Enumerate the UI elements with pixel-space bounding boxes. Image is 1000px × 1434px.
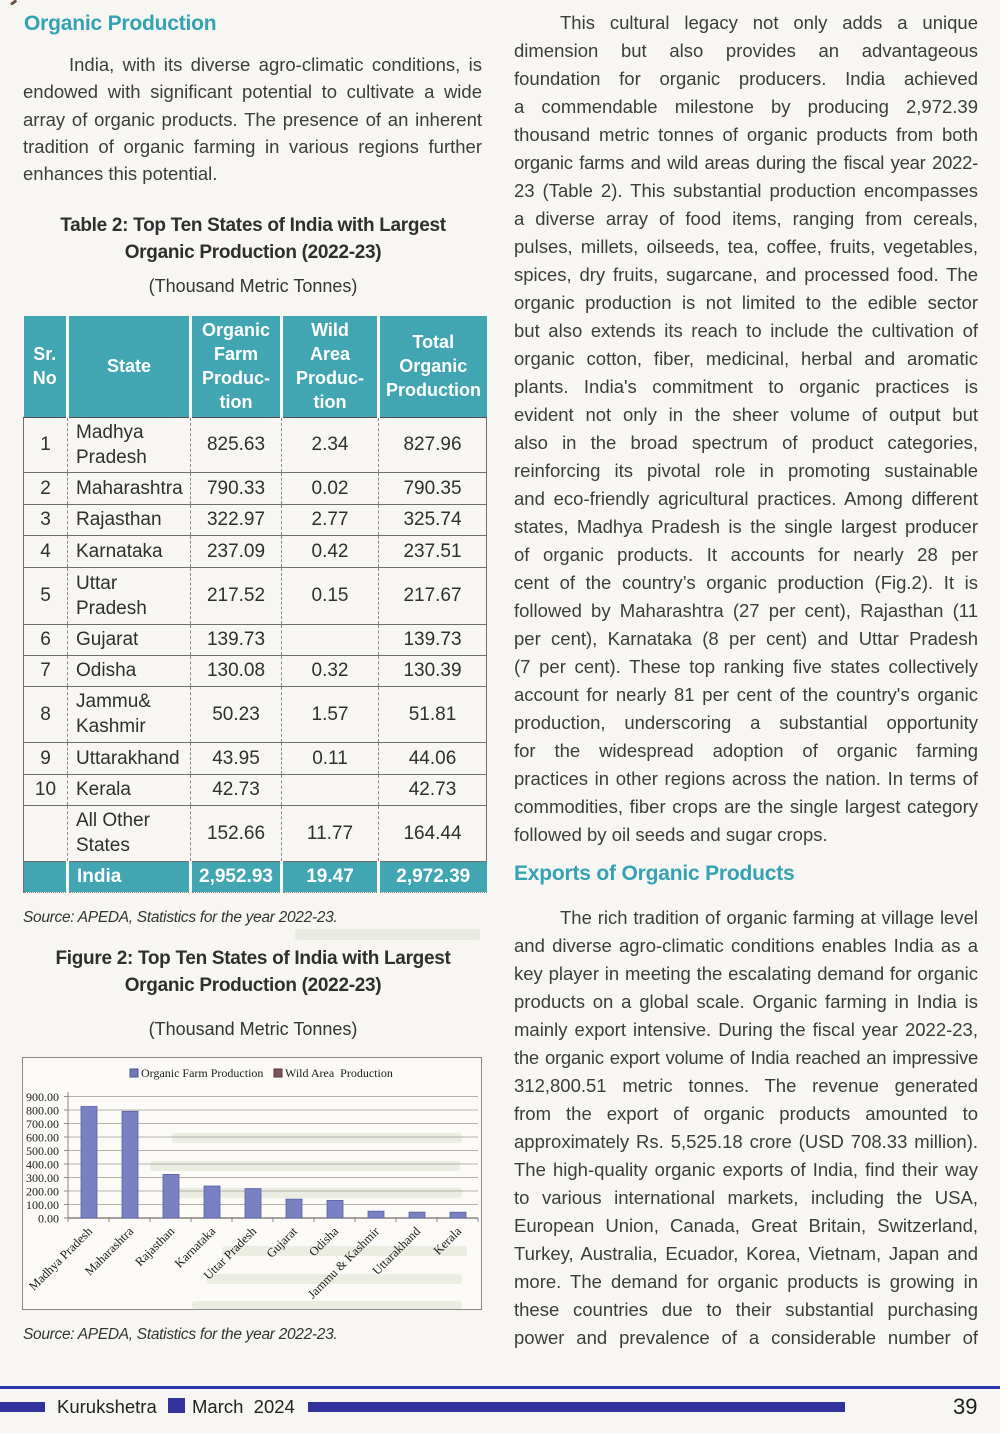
svg-text:Wild Area Production: Wild Area Production [285,1066,393,1080]
svg-text:Organic Farm Production: Organic Farm Production [141,1066,263,1080]
svg-text:800.00: 800.00 [26,1104,59,1118]
svg-text:900.00: 900.00 [26,1090,59,1104]
svg-text:100.00: 100.00 [26,1198,59,1212]
svg-text:200.00: 200.00 [26,1185,59,1199]
svg-text:600.00: 600.00 [26,1131,59,1145]
svg-text:0.00: 0.00 [38,1212,59,1226]
svg-text:700.00: 700.00 [26,1117,59,1131]
svg-text:300.00: 300.00 [26,1171,59,1185]
svg-text:400.00: 400.00 [26,1158,59,1172]
svg-text:500.00: 500.00 [26,1144,59,1158]
